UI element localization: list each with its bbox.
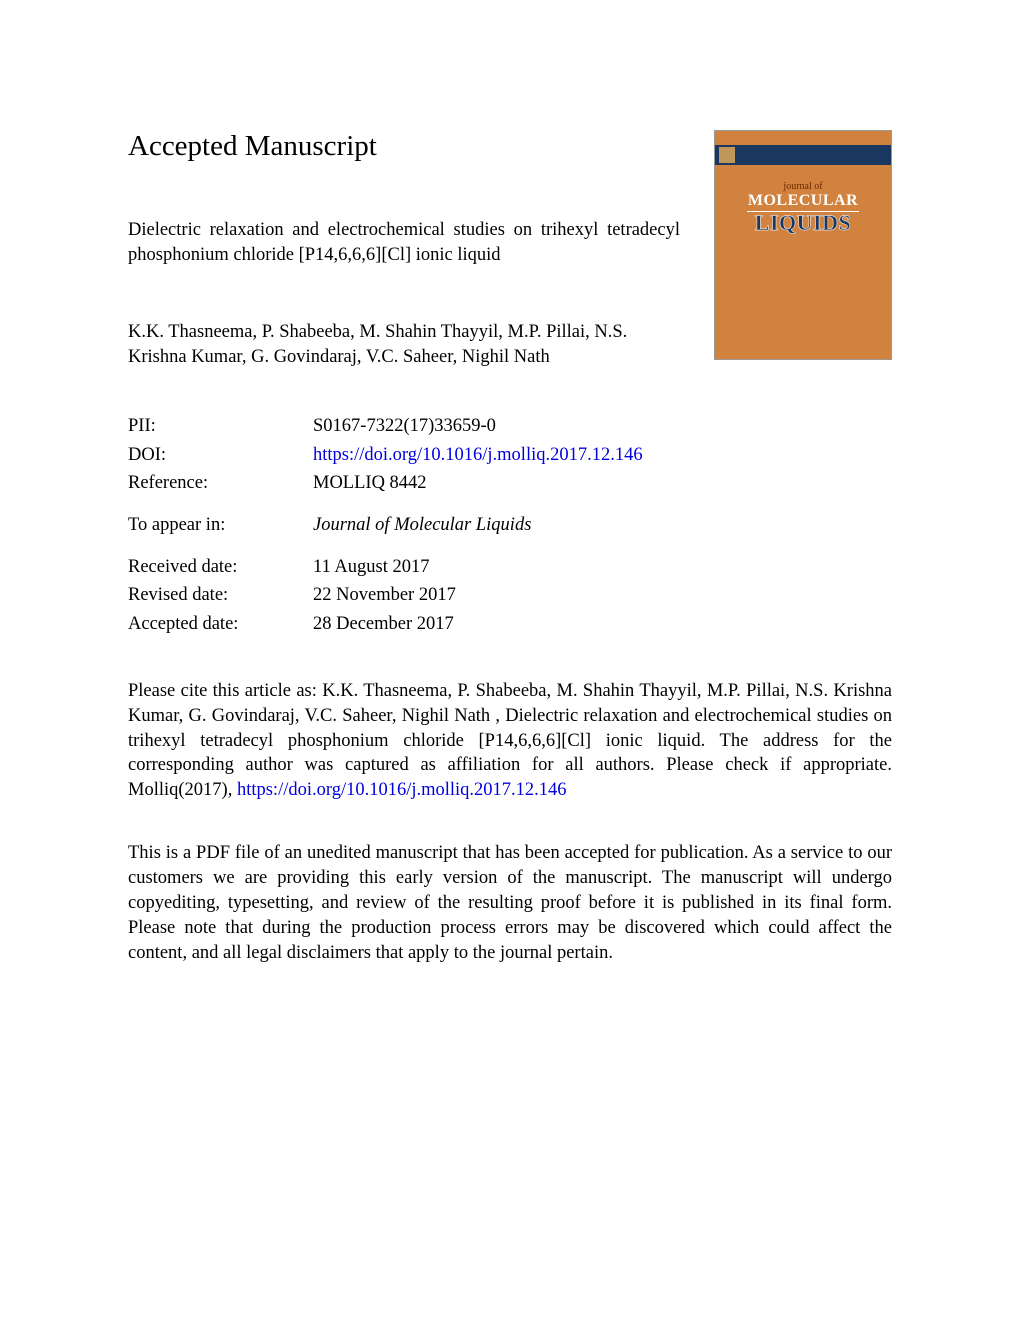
article-title: Dielectric relaxation and electrochemica… — [128, 218, 684, 268]
meta-row-doi: DOI: https://doi.org/10.1016/j.molliq.20… — [128, 441, 892, 470]
cover-stripe — [715, 145, 891, 165]
cover-journal-of: journal of — [715, 181, 891, 192]
publisher-logo-icon — [719, 147, 735, 163]
meta-value-appear: Journal of Molecular Liquids — [313, 511, 892, 540]
citation-paragraph: Please cite this article as: K.K. Thasne… — [128, 679, 892, 804]
meta-label-reference: Reference: — [128, 469, 313, 498]
meta-row-pii: PII: S0167-7322(17)33659-0 — [128, 412, 892, 441]
doi-link[interactable]: https://doi.org/10.1016/j.molliq.2017.12… — [313, 441, 892, 470]
meta-gap — [128, 498, 892, 511]
meta-label-revised: Revised date: — [128, 581, 313, 610]
meta-label-received: Received date: — [128, 553, 313, 582]
meta-row-revised: Revised date: 22 November 2017 — [128, 581, 892, 610]
meta-row-received: Received date: 11 August 2017 — [128, 553, 892, 582]
disclaimer-paragraph: This is a PDF file of an unedited manusc… — [128, 841, 892, 966]
meta-value-pii: S0167-7322(17)33659-0 — [313, 412, 892, 441]
meta-label-doi: DOI: — [128, 441, 313, 470]
cover-title-block: journal of MOLECULAR LIQUIDS — [715, 181, 891, 234]
meta-value-reference: MOLLIQ 8442 — [313, 469, 892, 498]
meta-row-appear: To appear in: Journal of Molecular Liqui… — [128, 511, 892, 540]
meta-row-reference: Reference: MOLLIQ 8442 — [128, 469, 892, 498]
meta-label-accepted: Accepted date: — [128, 610, 313, 639]
meta-row-accepted: Accepted date: 28 December 2017 — [128, 610, 892, 639]
journal-cover-thumbnail: journal of MOLECULAR LIQUIDS — [714, 130, 892, 360]
page-heading: Accepted Manuscript — [128, 130, 684, 163]
cover-liquids: LIQUIDS — [715, 212, 891, 234]
meta-label-pii: PII: — [128, 412, 313, 441]
meta-value-revised: 22 November 2017 — [313, 581, 892, 610]
meta-gap — [128, 540, 892, 553]
meta-value-accepted: 28 December 2017 — [313, 610, 892, 639]
cover-molecular: MOLECULAR — [747, 193, 859, 212]
meta-value-received: 11 August 2017 — [313, 553, 892, 582]
header-left-column: Accepted Manuscript Dielectric relaxatio… — [128, 130, 684, 370]
metadata-table: PII: S0167-7322(17)33659-0 DOI: https://… — [128, 412, 892, 639]
meta-label-appear: To appear in: — [128, 511, 313, 540]
header-row: Accepted Manuscript Dielectric relaxatio… — [128, 130, 892, 370]
citation-doi-link[interactable]: https://doi.org/10.1016/j.molliq.2017.12… — [237, 780, 567, 800]
article-authors: K.K. Thasneema, P. Shabeeba, M. Shahin T… — [128, 320, 684, 370]
